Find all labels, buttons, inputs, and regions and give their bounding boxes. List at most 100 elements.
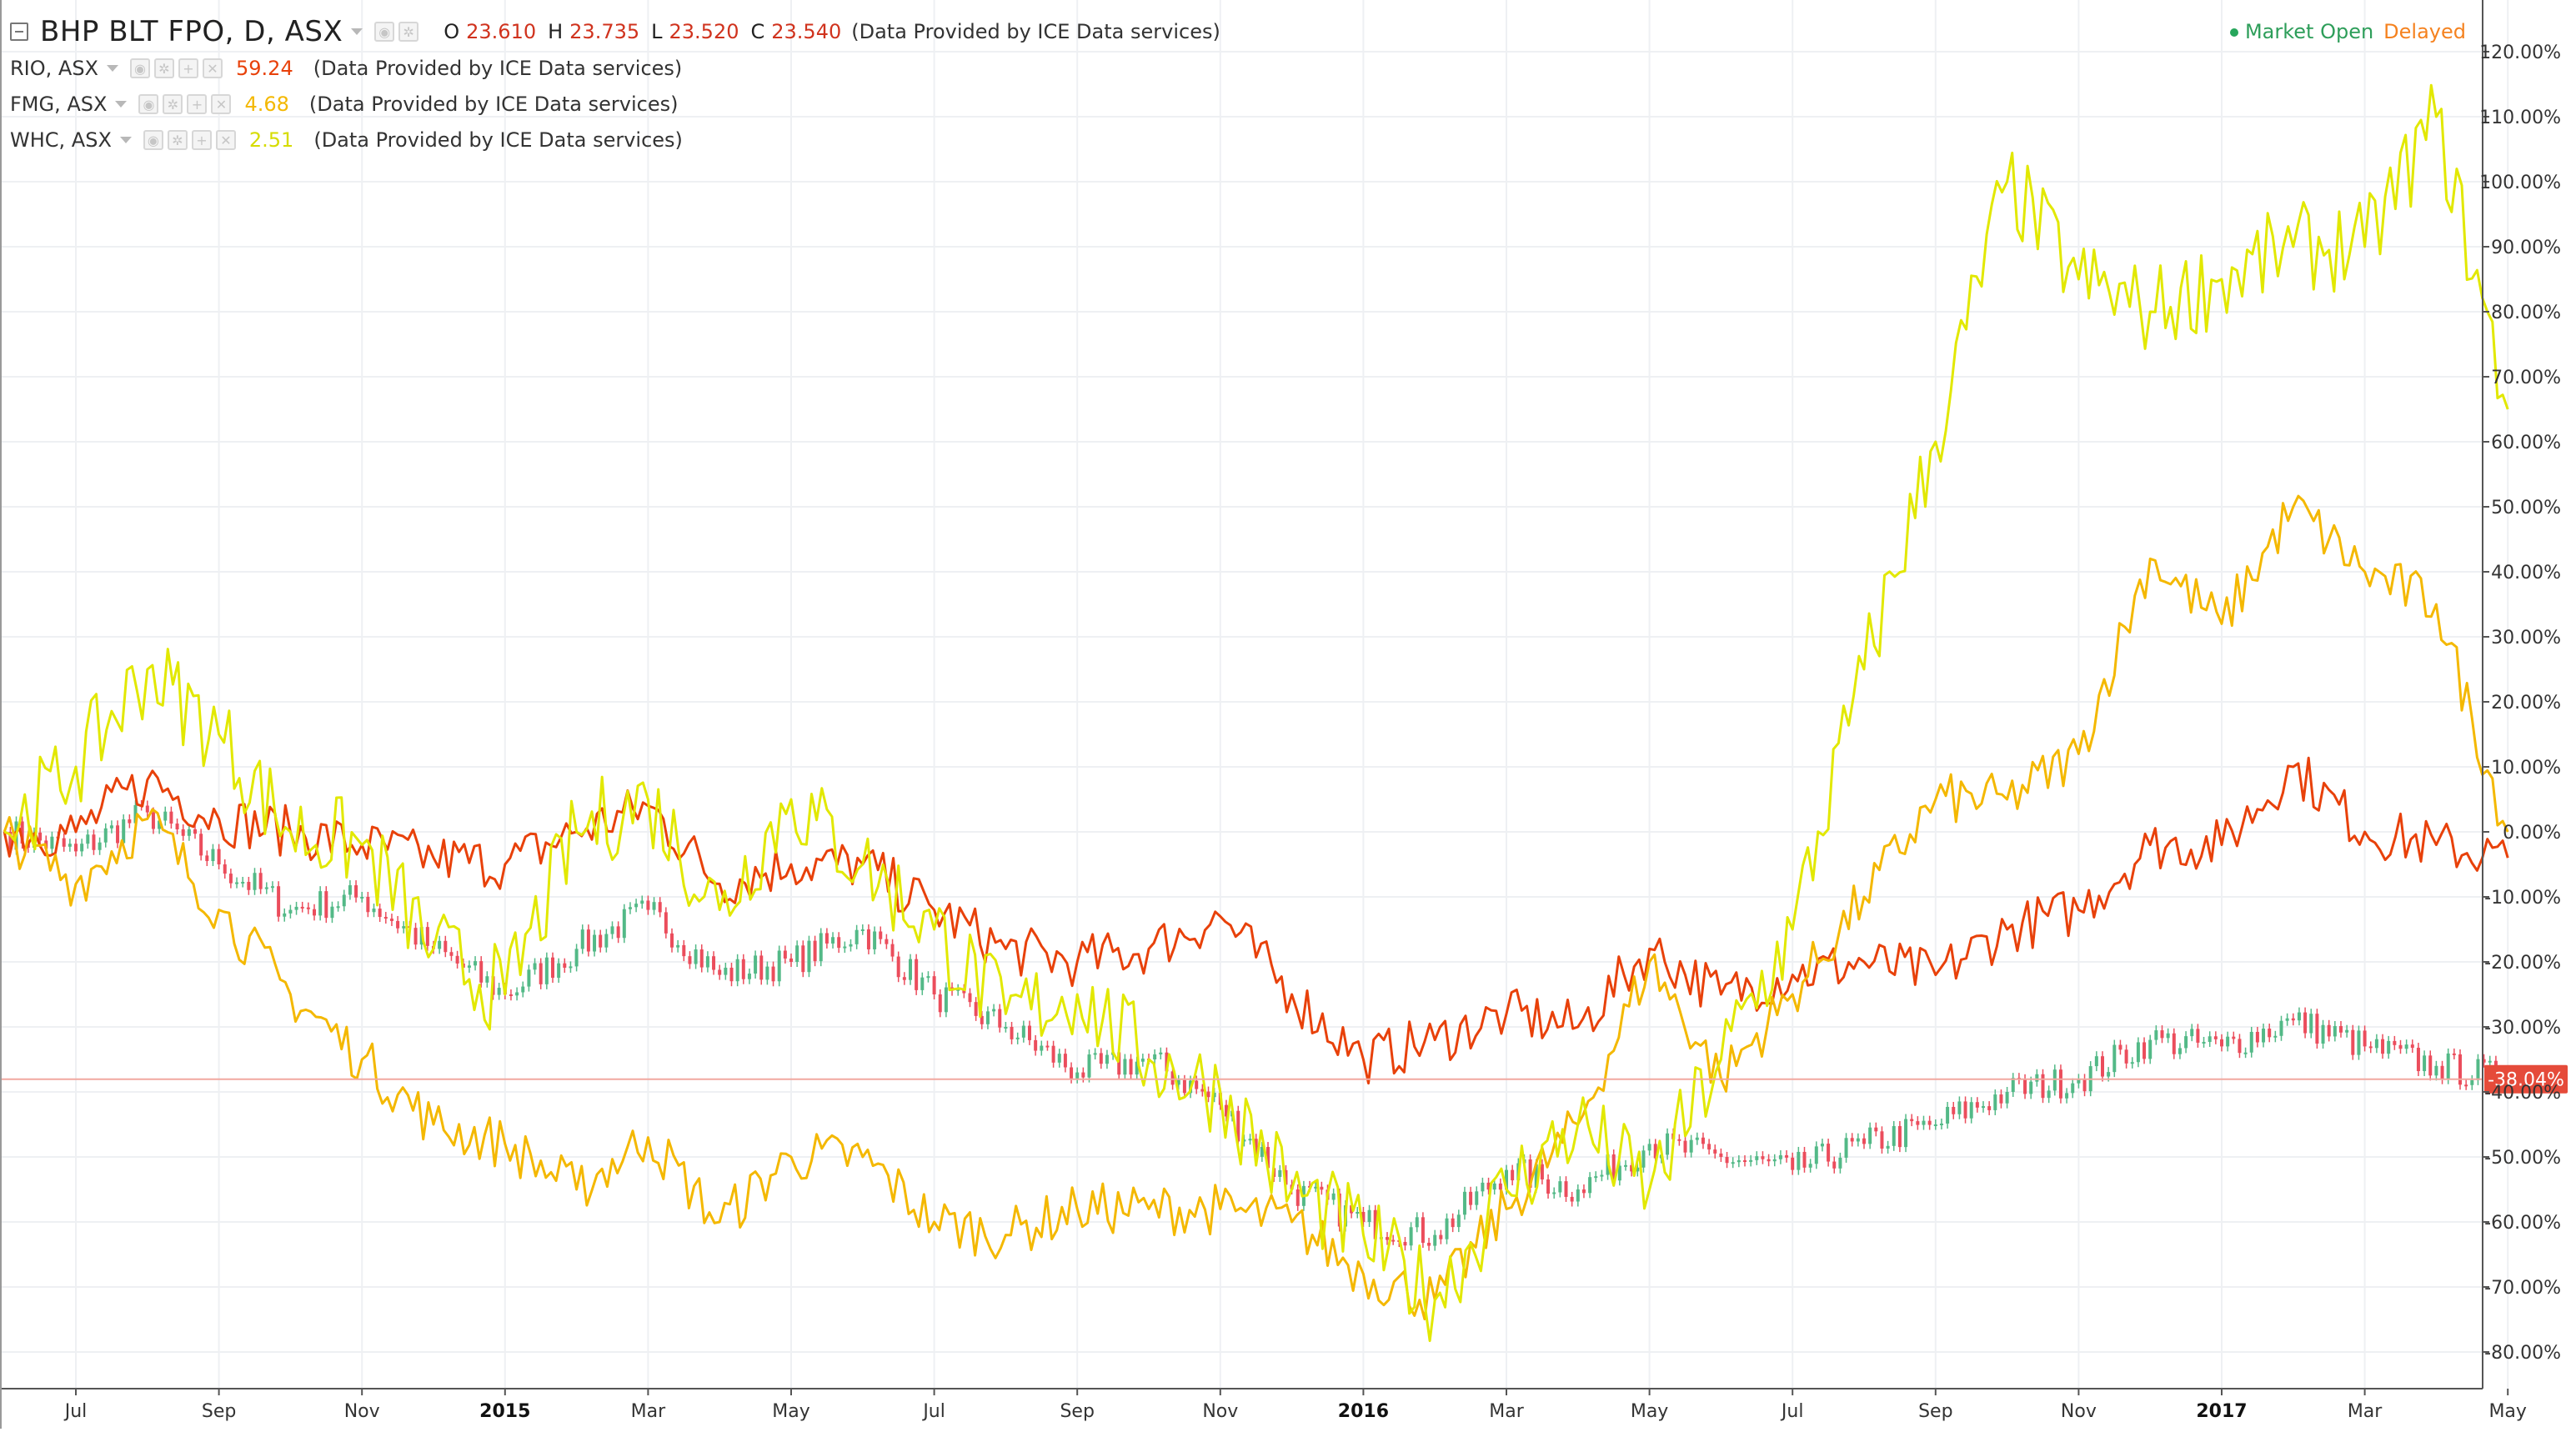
close-icon[interactable]: ✕ (215, 130, 236, 150)
candle-body (1367, 1209, 1371, 1222)
candle-body (1695, 1137, 1699, 1140)
open-value: 23.610 (466, 20, 537, 43)
chevron-down-icon[interactable] (351, 28, 363, 35)
add-icon[interactable]: + (187, 94, 208, 114)
candle-body (1200, 1089, 1205, 1092)
eye-icon[interactable]: ◉ (130, 58, 150, 78)
candle-body (574, 949, 579, 967)
candle-body (485, 976, 489, 983)
close-icon[interactable]: ✕ (203, 58, 223, 78)
candle-body (2112, 1044, 2117, 1073)
candle-body (1767, 1159, 1771, 1162)
close-icon[interactable]: ✕ (211, 94, 232, 114)
candle-body (2416, 1048, 2420, 1072)
candle-body (2041, 1074, 2045, 1099)
x-tick-label: Mar (2348, 1401, 2383, 1422)
chevron-down-icon[interactable] (119, 137, 132, 143)
candle-body (509, 994, 513, 996)
candle-body (1558, 1181, 1562, 1193)
candle-body (1755, 1156, 1759, 1160)
candle-body (1170, 1071, 1175, 1085)
add-icon[interactable]: + (191, 130, 212, 150)
candle-body (2107, 1072, 2111, 1077)
candle-body (2232, 1036, 2236, 1039)
gear-icon[interactable]: ✲ (154, 58, 174, 78)
main-symbol-title[interactable]: BHP BLT FPO, D, ASX (40, 15, 343, 48)
candle-body (2005, 1092, 2009, 1104)
candle-body (2458, 1054, 2462, 1085)
candle-body (270, 886, 274, 889)
compare-symbol[interactable]: RIO, ASX (10, 57, 98, 80)
chevron-down-icon[interactable] (115, 101, 128, 108)
candle-body (1010, 1027, 1014, 1039)
candle-body (2178, 1048, 2182, 1054)
candle-body (1409, 1227, 1413, 1246)
candle-body (366, 897, 370, 913)
candle-body (288, 909, 293, 914)
candle-body (1820, 1144, 1824, 1147)
candle-body (1278, 1169, 1282, 1177)
candle-body (1874, 1127, 1878, 1132)
candle-body (1212, 1093, 1216, 1098)
candle-body (622, 909, 626, 939)
candle-body (1093, 1053, 1097, 1055)
candle-body (2166, 1033, 2170, 1039)
eye-icon[interactable]: ◉ (374, 22, 395, 42)
compare-value: 59.24 (236, 57, 293, 80)
x-tick-label: May (2488, 1401, 2526, 1422)
chevron-down-icon[interactable] (107, 65, 118, 72)
candle-body (474, 961, 478, 966)
eye-icon[interactable]: ◉ (143, 130, 163, 150)
x-tick-label: Nov (1202, 1401, 1238, 1422)
candle-body (1611, 1154, 1616, 1181)
add-icon[interactable]: + (178, 58, 198, 78)
candle-body (1546, 1179, 1551, 1194)
candle-body (1361, 1212, 1366, 1222)
candle-body (2052, 1069, 2057, 1091)
gear-icon[interactable]: ✲ (398, 22, 419, 42)
candle-body (8, 832, 13, 850)
candle-body (223, 864, 227, 874)
candle-body (2303, 1012, 2308, 1034)
candle-body (306, 907, 310, 909)
candle-body (1129, 1059, 1133, 1075)
candle-body (1844, 1138, 1848, 1158)
gear-icon[interactable]: ✲ (167, 130, 188, 150)
x-tick-label: Jul (63, 1401, 88, 1422)
high-value: 23.735 (569, 20, 640, 43)
gear-icon[interactable]: ✲ (163, 94, 183, 114)
x-tick-label: May (1631, 1401, 1668, 1422)
candle-body (1927, 1120, 1932, 1125)
candle-body (396, 920, 400, 929)
candle-body (1683, 1140, 1687, 1153)
candle-body (670, 933, 674, 948)
candle-body (1505, 1169, 1508, 1190)
compare-symbol[interactable]: FMG, ASX (10, 93, 108, 116)
candle-body (1999, 1094, 2003, 1104)
candle-body (372, 909, 376, 913)
candle-body (2333, 1026, 2337, 1037)
legend-compare-whc: WHC, ASX ◉ ✲ + ✕ 2.51 (Data Provided by … (10, 128, 683, 152)
series-line-rio (3, 756, 2509, 1085)
y-tick-label: 50.00% (2491, 498, 2561, 518)
candle-body (378, 909, 382, 918)
candle-body (145, 805, 149, 813)
candle-body (1922, 1120, 1926, 1125)
y-tick-label: 90.00% (2491, 238, 2561, 258)
data-provider: (Data Provided by ICE Data services) (308, 93, 679, 116)
candle-body (968, 993, 972, 1003)
compare-symbol[interactable]: WHC, ASX (10, 128, 112, 152)
candle-body (771, 966, 775, 982)
high-label: H (548, 20, 564, 43)
collapse-legend-button[interactable] (10, 23, 28, 41)
candle-body (544, 957, 549, 984)
y-tick-label: -60.00% (2484, 1213, 2561, 1234)
eye-icon[interactable]: ◉ (138, 94, 159, 114)
candle-body (438, 940, 442, 949)
candle-body (2082, 1079, 2087, 1092)
candle-body (2440, 1065, 2444, 1079)
candle-body (593, 934, 597, 952)
candle-body (241, 881, 245, 884)
